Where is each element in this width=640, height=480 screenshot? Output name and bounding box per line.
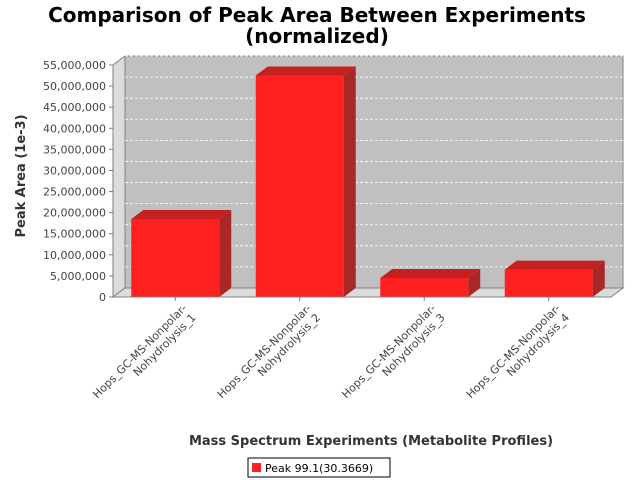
legend: Peak 99.1(30.3669) <box>247 457 391 478</box>
y-tick-label: 5,000,000 <box>50 270 106 283</box>
y-tick-label: 50,000,000 <box>43 80 106 93</box>
plot-side-wall <box>112 55 126 298</box>
legend-swatch <box>252 463 261 472</box>
y-tick-label: 40,000,000 <box>43 122 106 135</box>
bar-side <box>592 260 605 297</box>
y-tick-label: 55,000,000 <box>43 59 106 72</box>
legend-label: Peak 99.1(30.3669) <box>265 462 373 475</box>
x-axis: Hops_GC-MS-Nonpolar-Nohydrolysis_1 Hops_G… <box>90 296 611 410</box>
bar-top <box>504 260 605 270</box>
bars <box>131 66 605 297</box>
y-tick-label: 20,000,000 <box>43 207 106 220</box>
bar-front <box>380 278 469 297</box>
y-axis-label: Peak Area (1e-3) <box>14 114 29 237</box>
bar-front <box>131 218 220 297</box>
y-tick-label: 0 <box>99 291 106 304</box>
bar-top <box>131 209 232 219</box>
bar <box>255 66 356 297</box>
bar-side <box>219 209 232 297</box>
y-tick-label: 35,000,000 <box>43 143 106 156</box>
bar <box>131 209 232 297</box>
bar-side <box>343 66 356 297</box>
x-tick-label: Hops_GC-MS-Nonpolar-Nohydrolysis_4 <box>464 302 572 410</box>
x-tick-label: Hops_GC-MS-Nonpolar-Nohydrolysis_1 <box>90 302 198 410</box>
bar-top <box>255 66 356 76</box>
y-tick-label: 15,000,000 <box>43 228 106 241</box>
chart-title-line1: Comparison of Peak Area Between Experime… <box>48 3 586 27</box>
bar-side <box>468 269 481 297</box>
bar-front <box>255 75 344 297</box>
bar-front <box>504 269 593 297</box>
y-tick-label: 45,000,000 <box>43 101 106 114</box>
bar <box>380 269 481 297</box>
legend-box <box>247 457 391 478</box>
y-axis: 0 5,000,000 10,000,000 15,000,000 20,000,000… <box>43 59 114 304</box>
x-axis-label: Mass Spectrum Experiments (Metabolite Pr… <box>189 434 553 449</box>
bar-top <box>380 269 481 279</box>
y-tick-label: 30,000,000 <box>43 164 106 177</box>
bar <box>504 260 605 297</box>
x-tick-label: Hops_GC-MS-Nonpolar-Nohydrolysis_2 <box>215 302 323 410</box>
x-tick-label: Hops_GC-MS-Nonpolar-Nohydrolysis_3 <box>339 302 447 410</box>
y-tick-label: 25,000,000 <box>43 186 106 199</box>
chart-title-line2: (normalized) <box>245 24 389 48</box>
plot-area <box>111 55 625 298</box>
y-tick-label: 10,000,000 <box>43 249 106 262</box>
